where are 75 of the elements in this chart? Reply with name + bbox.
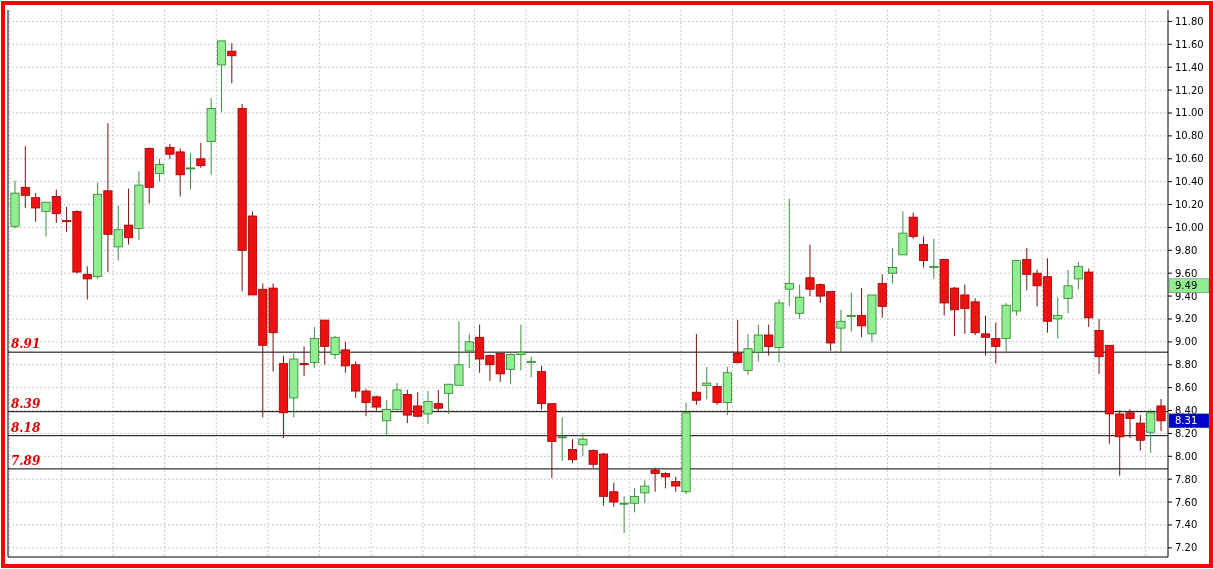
candlestick <box>299 345 309 377</box>
candlestick <box>330 335 340 360</box>
y-tick-label: 9.80 <box>1175 244 1198 256</box>
candlestick <box>185 152 196 191</box>
y-tick-label: 10.20 <box>1175 199 1204 211</box>
y-tick-label: 8.60 <box>1175 382 1198 394</box>
candlestick <box>423 390 433 425</box>
candlestick <box>1156 398 1166 432</box>
candlestick <box>857 287 867 338</box>
candlestick <box>691 333 701 406</box>
candlestick <box>1063 269 1073 314</box>
candlestick <box>464 333 474 369</box>
candlestick <box>795 284 805 320</box>
y-tick-label: 7.60 <box>1175 496 1198 508</box>
y-tick-label: 10.40 <box>1175 176 1204 188</box>
y-tick-label: 8.00 <box>1175 450 1198 462</box>
candlestick <box>526 356 536 378</box>
candlestick <box>712 382 722 406</box>
candlestick <box>784 198 794 307</box>
y-tick-label: 9.40 <box>1175 290 1198 302</box>
y-tick-label: 7.40 <box>1175 519 1198 531</box>
candlestick <box>113 205 123 262</box>
y-tick-label: 10.80 <box>1175 130 1204 142</box>
ref-line-label: 8.18 <box>11 420 41 435</box>
candlestick <box>1135 414 1145 452</box>
candlestick <box>919 236 929 268</box>
y-tick-label: 8.20 <box>1175 427 1198 439</box>
y-tick-label: 10.00 <box>1175 221 1204 233</box>
candlestick <box>82 265 92 301</box>
candlestick <box>1146 408 1156 454</box>
candlestick <box>764 324 774 357</box>
y-tick-label: 9.20 <box>1175 313 1198 325</box>
y-tick-label: 8.80 <box>1175 359 1198 371</box>
y-tick-label: 9.60 <box>1175 267 1198 279</box>
candlestick <box>877 273 887 319</box>
candlestick <box>1073 261 1083 290</box>
candlestick <box>578 432 588 457</box>
candlestick <box>836 309 846 353</box>
candlestick <box>980 315 991 357</box>
y-tick-label: 11.00 <box>1175 107 1204 119</box>
candlestick <box>51 189 61 224</box>
text: 9.49 <box>1175 280 1198 292</box>
y-tick-label: 7.80 <box>1175 473 1198 485</box>
ref-line-label: 7.89 <box>11 453 41 468</box>
candlestick <box>1053 296 1063 339</box>
candlestick <box>31 192 41 223</box>
candlestick <box>433 389 443 413</box>
candlestick <box>846 292 856 333</box>
candlestick <box>898 210 908 256</box>
y-tick-label: 8.40 <box>1175 405 1198 417</box>
candlestick <box>991 321 1001 365</box>
candlestick <box>20 145 30 209</box>
text: 8.31 <box>1175 415 1198 427</box>
candlestick <box>733 319 743 365</box>
candlestick <box>908 212 918 240</box>
y-tick-label: 9.00 <box>1175 336 1198 348</box>
y-tick-label: 11.60 <box>1175 38 1204 50</box>
candlestick <box>702 366 712 400</box>
y-tick-label: 11.80 <box>1175 15 1204 27</box>
candlestick <box>640 479 650 504</box>
candlestick <box>155 158 165 183</box>
y-tick-label: 10.60 <box>1175 153 1204 165</box>
candlestick <box>41 201 51 238</box>
candlestick <box>227 42 237 84</box>
ref-line-label: 8.39 <box>11 396 41 411</box>
candlestick <box>567 438 578 464</box>
candlestick <box>557 416 567 462</box>
candlestick <box>196 142 206 169</box>
y-tick-label: 7.20 <box>1175 542 1198 554</box>
y-tick-label: 11.40 <box>1175 61 1204 73</box>
y-tick-label: 11.20 <box>1175 84 1204 96</box>
ref-line-label: 8.91 <box>11 337 41 352</box>
candlestick <box>929 238 939 280</box>
candlestick <box>888 247 898 284</box>
candlestick <box>124 188 134 246</box>
